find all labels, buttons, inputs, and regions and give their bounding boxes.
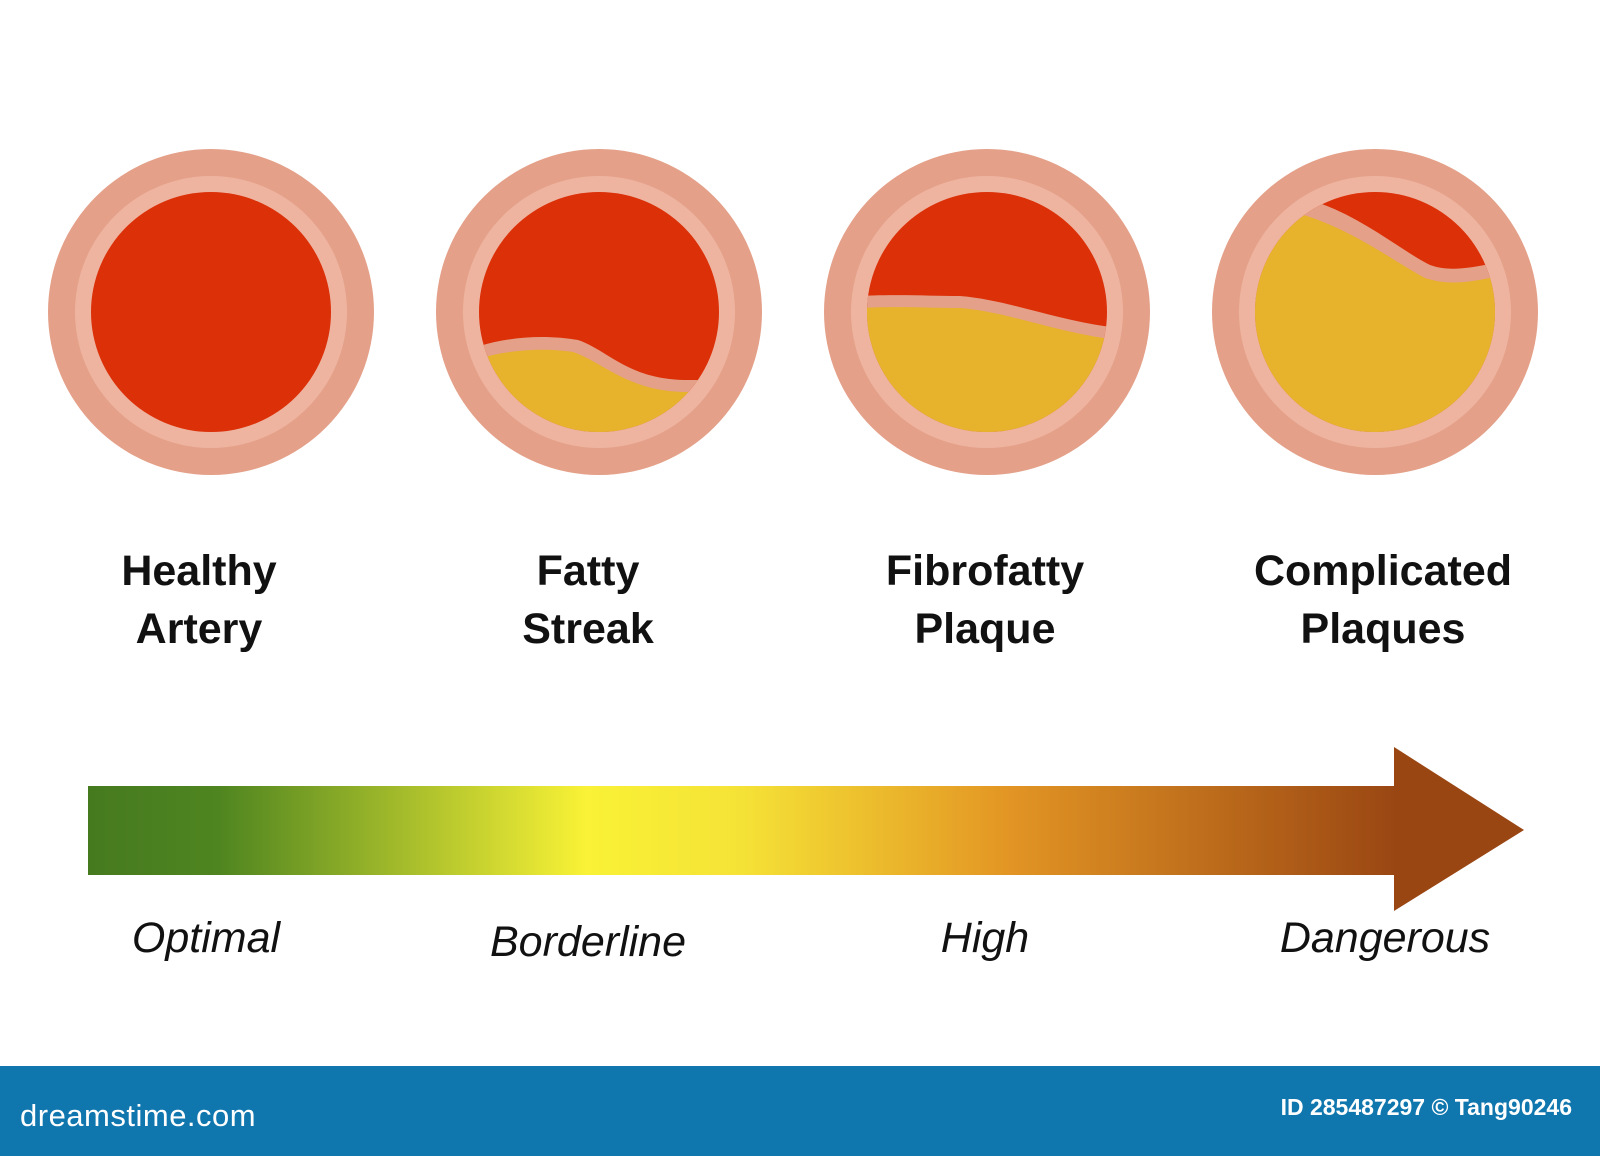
stage-line1: Fibrofatty: [885, 547, 1085, 595]
stage-line1: Complicated: [1253, 547, 1513, 595]
risk-arrow: [88, 747, 1524, 911]
stage-label-fatty-streak: Fatty Streak: [418, 542, 758, 658]
artery-complicated-plaques: [1212, 149, 1538, 475]
artery-fatty-streak: [436, 149, 762, 475]
stage-line1: Fatty: [536, 547, 640, 595]
stage-label-complicated-plaques: Complicated Plaques: [1213, 542, 1553, 658]
stage-label-healthy-artery: Healthy Artery: [29, 542, 369, 658]
stage-line2: Plaque: [914, 605, 1056, 653]
image-credit: ID 285487297 © Tang90246: [1280, 1094, 1572, 1120]
footer-bar: dreamstime.com ID 285487297 © Tang90246: [0, 1066, 1600, 1156]
stage-label-fibrofatty-plaque: Fibrofatty Plaque: [815, 542, 1155, 658]
level-high: High: [940, 914, 1030, 962]
brand-logo[interactable]: dreamstime.com: [20, 1098, 257, 1133]
stage-line2: Plaques: [1300, 605, 1466, 653]
stage-line1: Healthy: [121, 547, 277, 595]
artery-fibrofatty-plaque: [824, 149, 1150, 475]
artery-healthy: [48, 149, 374, 475]
level-borderline: Borderline: [490, 918, 686, 966]
stage-line2: Artery: [135, 605, 263, 653]
level-optimal: Optimal: [131, 914, 281, 962]
stage-line2: Streak: [522, 605, 654, 653]
level-dangerous: Dangerous: [1279, 914, 1491, 962]
